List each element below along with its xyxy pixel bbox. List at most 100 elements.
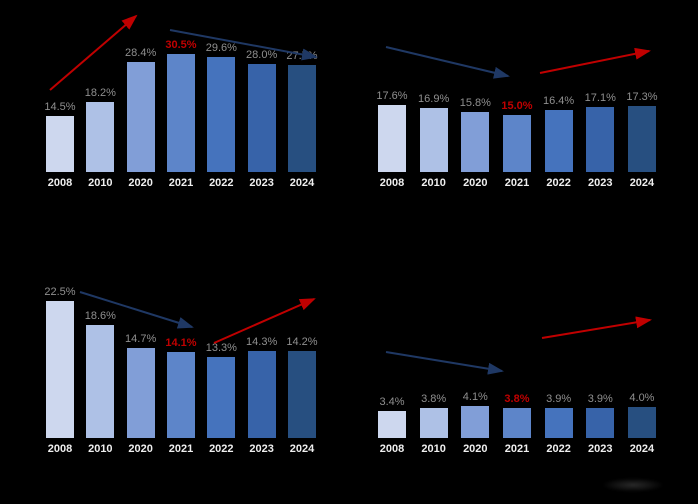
value-label: 3.9% [587,393,613,405]
bar-group: 17.3% 2024 [622,91,662,190]
bar-group: 16.4% 2022 [539,95,579,190]
value-label: 16.9% [418,93,450,105]
year-label: 2008 [47,177,73,189]
value-label: 14.7% [125,333,157,345]
bar-group: 3.8% 2021 [497,393,537,456]
bar [86,102,115,172]
bar [378,105,406,172]
value-label: 13.3% [205,342,237,354]
bar-group: 3.9% 2022 [539,393,579,456]
year-label: 2023 [249,443,274,455]
bar-group: 29.6% 2022 [201,42,241,190]
value-label: 27.7% [286,50,318,62]
year-label: 2021 [168,177,194,189]
bar-group: 17.6% 2008 [372,90,412,190]
bar [287,65,316,172]
value-label: 14.5% [44,101,76,113]
year-label: 2024 [629,443,655,455]
value-label: 17.1% [584,92,616,104]
bar-group: 3.9% 2023 [580,393,620,456]
bar-group: 14.5% 2008 [40,101,80,190]
bar [46,301,74,438]
year-label: 2023 [588,177,613,189]
bar [166,54,195,172]
value-label: 18.2% [84,87,116,99]
bar [378,411,406,438]
value-label: 18.6% [84,310,116,322]
value-label: 4.0% [629,392,655,404]
bar [586,107,615,172]
value-label: 17.6% [376,90,408,102]
chart-bottom-left: 22.5% 2008 18.6% 2010 14.7% 2020 14.1% 2021 13.3… [40,262,322,456]
value-label-highlight: 3.8% [504,393,530,405]
bar-group: 13.3% 2022 [201,342,241,456]
value-label: 28.4% [125,47,157,59]
bar [126,348,155,438]
bar-group: 16.9% 2010 [414,93,454,190]
year-label: 2010 [421,443,446,455]
year-label: 2022 [546,443,571,455]
value-label: 29.6% [205,42,237,54]
year-label: 2021 [504,443,530,455]
bar-group: 22.5% 2008 [40,286,80,456]
watermark [602,478,664,492]
bar [419,408,448,438]
year-label: 2020 [463,177,488,189]
bar [461,112,490,172]
bar [586,408,615,438]
bar [207,57,236,172]
bar-group: 30.5% 2021 [161,39,201,190]
bar-group: 28.4% 2020 [121,47,161,190]
bar-group: 18.2% 2010 [80,87,120,190]
year-label: 2024 [289,177,315,189]
bar [502,408,531,438]
year-label: 2021 [504,177,530,189]
value-label: 3.4% [379,396,405,408]
bar [502,115,531,172]
year-label: 2020 [128,177,153,189]
bar [544,408,573,438]
bar-group: 14.1% 2021 [161,337,201,456]
bar [86,325,115,438]
value-label: 22.5% [44,286,76,298]
bar [126,62,155,172]
value-label: 28.0% [246,49,278,61]
bar [247,351,276,438]
year-label: 2008 [379,177,405,189]
value-label: 16.4% [543,95,575,107]
chart-top-right: 17.6% 2008 16.9% 2010 15.8% 2020 15.0% 2021 16.4… [372,0,662,190]
year-label: 2010 [88,177,113,189]
bar-group: 4.1% 2020 [455,391,495,456]
value-label-highlight: 14.1% [165,337,197,349]
year-label: 2020 [463,443,488,455]
value-label-highlight: 30.5% [165,39,197,51]
year-label: 2008 [47,443,73,455]
bar [207,357,236,438]
value-label: 3.9% [546,393,572,405]
bar [166,352,195,438]
bar-group: 14.7% 2020 [121,333,161,456]
bar [287,351,316,438]
value-label: 17.3% [626,91,658,103]
bar-group: 14.2% 2024 [282,336,322,456]
bar-group: 3.8% 2010 [414,393,454,456]
year-label: 2022 [209,443,234,455]
bar [627,407,656,438]
value-label: 15.8% [459,97,491,109]
bar-group: 14.3% 2023 [242,336,282,456]
bar [46,116,74,172]
year-label: 2008 [379,443,405,455]
bar [627,106,656,172]
bar [461,406,490,438]
value-label: 14.3% [246,336,278,348]
year-label: 2010 [421,177,446,189]
bar-group: 17.1% 2023 [580,92,620,190]
value-label: 14.2% [286,336,318,348]
bar-group: 15.0% 2021 [497,100,537,190]
bar [247,64,276,172]
bar-group: 28.0% 2023 [242,49,282,190]
year-label: 2022 [209,177,234,189]
year-label: 2023 [588,443,613,455]
bar [544,110,573,172]
